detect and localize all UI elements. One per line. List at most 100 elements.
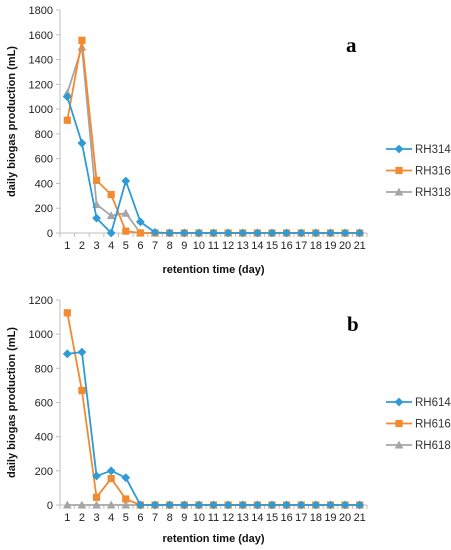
x-tick-label: 12 xyxy=(222,512,234,524)
y-tick-label: 1800 xyxy=(29,5,53,17)
data-point xyxy=(209,500,218,510)
data-point xyxy=(107,474,115,483)
x-tick-label: 10 xyxy=(193,512,205,524)
legend-label: RH618 xyxy=(415,440,451,452)
x-tick-label: 8 xyxy=(167,512,173,524)
x-tick-label: 3 xyxy=(93,512,99,524)
data-point xyxy=(340,500,350,510)
data-point xyxy=(77,500,87,509)
x-tick-label: 13 xyxy=(237,512,249,524)
data-point xyxy=(209,228,218,238)
data-point xyxy=(121,500,131,509)
x-tick-label: 1 xyxy=(64,240,70,252)
legend-entry: RH316 xyxy=(386,166,451,178)
x-tick-label: 6 xyxy=(137,240,143,252)
data-point xyxy=(136,217,145,227)
data-point xyxy=(92,500,101,509)
data-point xyxy=(179,228,189,238)
data-point xyxy=(121,473,131,483)
data-point xyxy=(121,176,131,186)
legend-label: RH316 xyxy=(415,166,451,178)
x-tick-label: 14 xyxy=(251,512,263,524)
x-tick-label: 8 xyxy=(167,240,173,252)
data-point xyxy=(78,36,86,44)
x-tick-label: 11 xyxy=(208,240,219,252)
data-point xyxy=(165,228,175,238)
x-tick-label: 20 xyxy=(339,512,351,524)
series-line xyxy=(66,39,360,234)
data-point xyxy=(92,213,101,223)
data-point xyxy=(311,228,321,238)
legend-marker xyxy=(395,419,403,428)
data-point xyxy=(150,500,160,510)
data-point xyxy=(238,500,248,510)
x-tick-label: 17 xyxy=(295,240,307,252)
y-tick-label: 400 xyxy=(35,178,53,190)
y-tick-label: 800 xyxy=(35,129,53,141)
data-point xyxy=(296,228,306,238)
data-point xyxy=(106,211,116,220)
data-point xyxy=(92,176,101,184)
y-tick-label: 1000 xyxy=(29,104,53,116)
x-tick-label: 7 xyxy=(152,240,158,252)
y-tick-label: 600 xyxy=(35,398,53,410)
legend-entry: RH318 xyxy=(386,187,451,199)
data-point xyxy=(267,228,277,238)
y-tick-label: 1400 xyxy=(29,55,53,67)
data-point xyxy=(78,386,86,395)
x-tick-label: 2 xyxy=(79,512,85,524)
data-point xyxy=(106,500,116,509)
data-point xyxy=(355,228,365,238)
series-RH314 xyxy=(62,92,365,238)
data-point xyxy=(340,228,350,238)
series-RH318 xyxy=(62,42,365,237)
y-axis-title: daily biogas production (mL) xyxy=(6,327,18,478)
data-point xyxy=(252,228,262,238)
y-tick-label: 1200 xyxy=(29,79,53,91)
data-point xyxy=(194,500,204,510)
data-point xyxy=(267,500,277,510)
legend-label: RH314 xyxy=(415,144,451,156)
x-tick-label: 9 xyxy=(181,512,187,524)
legend-marker xyxy=(395,166,403,175)
y-tick-label: 400 xyxy=(35,432,53,444)
data-point xyxy=(63,309,71,317)
x-tick-label: 11 xyxy=(208,512,219,524)
series-RH616 xyxy=(63,309,364,509)
data-point xyxy=(238,228,248,238)
data-point xyxy=(63,116,71,124)
legend-marker xyxy=(394,397,404,407)
x-tick-label: 18 xyxy=(310,512,322,524)
x-tick-label: 18 xyxy=(310,240,322,252)
data-point xyxy=(122,227,130,235)
panel-letter: b xyxy=(347,312,359,336)
data-point xyxy=(136,229,145,237)
legend-label: RH616 xyxy=(415,419,451,431)
x-tick-label: 7 xyxy=(152,512,158,524)
x-tick-label: 16 xyxy=(280,240,292,252)
y-tick-label: 0 xyxy=(47,500,53,512)
x-tick-label: 5 xyxy=(123,240,129,252)
x-tick-label: 4 xyxy=(108,240,114,252)
legend-entry: RH314 xyxy=(386,144,451,156)
data-point xyxy=(282,228,291,238)
legend-entry: RH616 xyxy=(386,419,451,431)
x-tick-label: 3 xyxy=(93,240,99,252)
y-tick-label: 800 xyxy=(35,363,53,375)
y-tick-label: 600 xyxy=(35,154,53,166)
x-tick-label: 10 xyxy=(193,240,205,252)
x-tick-label: 15 xyxy=(266,512,278,524)
x-tick-label: 21 xyxy=(354,512,366,524)
legend-marker xyxy=(394,440,404,449)
data-point xyxy=(106,466,116,476)
legend-marker xyxy=(394,144,404,154)
x-tick-label: 17 xyxy=(295,512,307,524)
legend-entry: RH618 xyxy=(386,440,451,452)
data-point xyxy=(311,500,321,510)
data-point xyxy=(282,500,291,510)
data-point xyxy=(223,500,233,510)
y-tick-label: 200 xyxy=(35,203,53,215)
x-tick-label: 19 xyxy=(324,512,336,524)
